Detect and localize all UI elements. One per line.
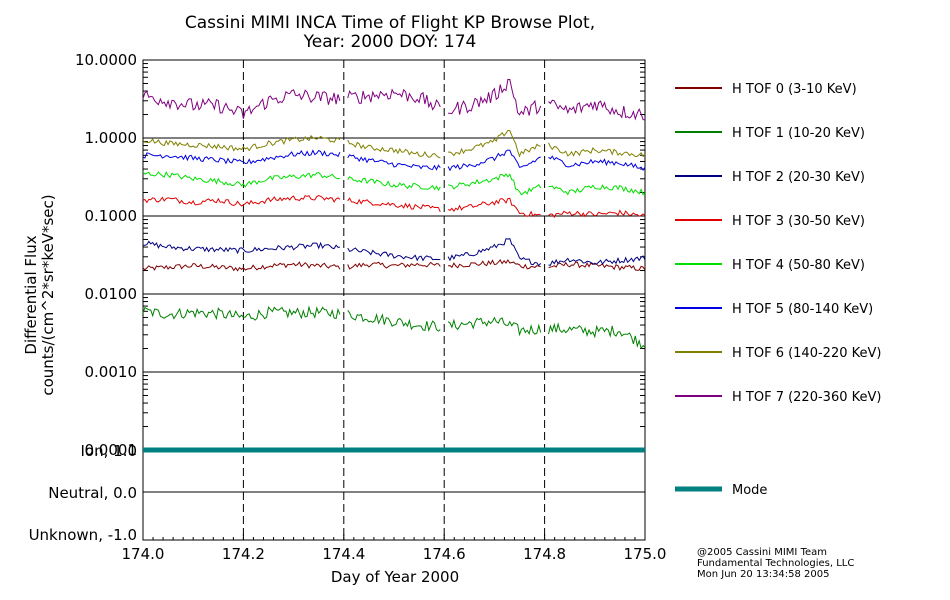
x-tick-label: 174.8 bbox=[523, 545, 566, 563]
credit-timestamp: Mon Jun 20 13:34:58 2005 bbox=[697, 569, 830, 580]
x-tick-label: 174.2 bbox=[222, 545, 265, 563]
y-tick-label: 0.0100 bbox=[85, 285, 138, 303]
series-line-tof-0 bbox=[142, 258, 646, 272]
y-tick-label: 0.0010 bbox=[85, 363, 138, 381]
series-line-tof-2 bbox=[142, 237, 646, 267]
credit-team: @2005 Cassini MIMI Team bbox=[697, 547, 827, 558]
series-line-tof-5 bbox=[142, 149, 646, 172]
legend-label-tof-2: H TOF 2 (20-30 KeV) bbox=[732, 170, 865, 185]
series-line-tof-3 bbox=[142, 194, 646, 219]
legend-label-tof-4: H TOF 4 (50-80 KeV) bbox=[732, 258, 865, 273]
y-axis-label-units: counts/(cm^2*sr*keV*sec) bbox=[39, 194, 57, 395]
chart-title: Cassini MIMI INCA Time of Flight KP Brow… bbox=[185, 13, 595, 33]
y-tick-label: 0.1000 bbox=[85, 207, 138, 225]
credit-company: Fundamental Technologies, LLC bbox=[697, 558, 854, 569]
y-tick-label: 10.0000 bbox=[75, 51, 137, 69]
mode-tick-label: Unknown, -1.0 bbox=[29, 526, 137, 544]
legend-label-tof-3: H TOF 3 (30-50 KeV) bbox=[732, 214, 865, 229]
x-tick-label: 174.6 bbox=[423, 545, 466, 563]
mode-tick-label: Ion, 1.0 bbox=[81, 442, 138, 460]
mode-tick-label: Neutral, 0.0 bbox=[48, 484, 137, 502]
legend-label-tof-6: H TOF 6 (140-220 KeV) bbox=[732, 346, 881, 361]
x-tick-label: 174.4 bbox=[322, 545, 365, 563]
y-tick-label: 0.0001 bbox=[85, 441, 138, 459]
legend-label-tof-5: H TOF 5 (80-140 KeV) bbox=[732, 302, 873, 317]
x-tick-label: 175.0 bbox=[624, 545, 667, 563]
legend: H TOF 0 (3-10 KeV) H TOF 1 (10-20 KeV) H T… bbox=[675, 82, 881, 498]
legend-label-tof-0: H TOF 0 (3-10 KeV) bbox=[732, 82, 857, 97]
legend-label-tof-1: H TOF 1 (10-20 KeV) bbox=[732, 126, 865, 141]
legend-label-tof-7: H TOF 7 (220-360 KeV) bbox=[732, 390, 881, 405]
series-line-tof-1 bbox=[142, 305, 646, 350]
series-line-tof-4 bbox=[142, 170, 646, 196]
flux-panel: 10.0000 1.0000 0.1000 0.0100 0.0010 0.0001 bbox=[75, 51, 646, 540]
x-tick-label: 174.0 bbox=[122, 545, 165, 563]
x-axis-label: Day of Year 2000 bbox=[331, 568, 459, 586]
y-axis-label: Differential Flux bbox=[22, 235, 40, 354]
series-line-tof-6 bbox=[142, 129, 646, 159]
series-line-tof-7 bbox=[142, 78, 646, 121]
y-tick-label: 1.0000 bbox=[85, 129, 138, 147]
legend-label-mode: Mode bbox=[732, 483, 767, 498]
chart-subtitle: Year: 2000 DOY: 174 bbox=[303, 32, 477, 52]
flux-panel-frame bbox=[142, 59, 646, 451]
mode-panel-frame bbox=[142, 449, 646, 541]
